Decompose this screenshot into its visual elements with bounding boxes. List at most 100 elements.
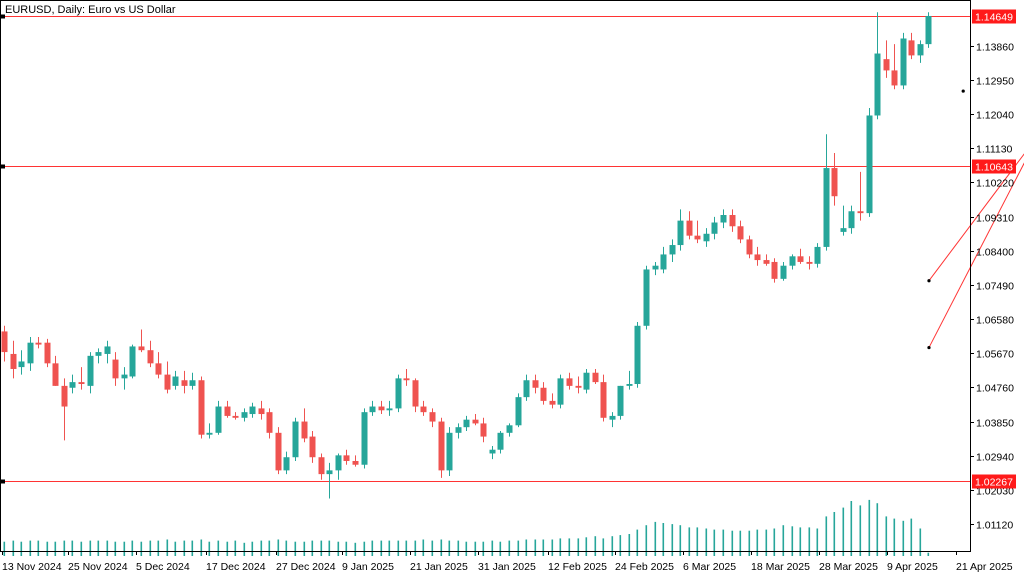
candle-body xyxy=(318,457,325,475)
volume-bar xyxy=(525,539,528,556)
level-anchor-marker xyxy=(1,479,5,484)
volume-bar xyxy=(645,525,648,556)
trend-line xyxy=(928,153,1024,282)
volume-bar xyxy=(166,539,169,556)
volume-bar xyxy=(140,541,143,556)
volume-bar xyxy=(679,525,682,556)
volume-bar xyxy=(465,541,468,556)
trend-line-anchor xyxy=(961,89,965,93)
x-tick-label: 31 Jan 2025 xyxy=(478,561,536,573)
candle-body xyxy=(703,233,710,242)
volume-bar xyxy=(157,540,160,556)
candle-body xyxy=(361,412,368,465)
volume-bar xyxy=(876,503,879,556)
x-tick-label: 21 Apr 2025 xyxy=(956,561,1013,573)
candle-body xyxy=(857,211,864,214)
candle-body xyxy=(215,406,222,433)
volume-bar xyxy=(756,529,759,556)
candle-body xyxy=(292,421,299,458)
volume-bar xyxy=(191,540,194,556)
candle-body xyxy=(69,382,76,388)
x-tick-label: 24 Feb 2025 xyxy=(615,561,674,573)
candle-body xyxy=(189,380,196,386)
candle-body xyxy=(44,342,51,364)
volume-bar xyxy=(217,540,220,556)
candle-body xyxy=(249,406,256,415)
volume-bar xyxy=(12,540,15,556)
candle-body xyxy=(18,361,25,368)
volume-bar xyxy=(54,541,57,556)
candle-body xyxy=(917,44,924,56)
volume-bar xyxy=(226,541,229,556)
candle-body xyxy=(789,256,796,266)
level-price-label: 1.02267 xyxy=(975,477,1013,489)
candle-body xyxy=(771,261,778,279)
x-tick-label: 9 Apr 2025 xyxy=(887,561,938,573)
x-tick-label: 6 Mar 2025 xyxy=(683,561,736,573)
candle-body xyxy=(831,168,838,197)
volume-bar xyxy=(739,530,742,556)
volume-bar xyxy=(46,541,49,556)
volume-bar xyxy=(893,518,896,556)
volume-bar xyxy=(277,539,280,556)
candle-body xyxy=(737,226,744,240)
candle-body xyxy=(112,359,119,379)
volume-bar xyxy=(174,541,177,556)
candle-body xyxy=(617,385,624,416)
candle-body xyxy=(1,331,8,353)
volume-bar xyxy=(200,539,203,556)
y-tick-label: 1.01120 xyxy=(976,520,1013,532)
volume-bar xyxy=(285,540,288,556)
volume-bar xyxy=(29,540,32,556)
volume-bar xyxy=(268,540,271,556)
level-price-badge xyxy=(972,159,1016,174)
volume-bar xyxy=(577,538,580,556)
volume-bar xyxy=(808,527,811,556)
x-tick-label: 9 Jan 2025 xyxy=(342,561,394,573)
candle-body xyxy=(506,425,513,433)
volume-bar xyxy=(902,520,905,556)
candle-body xyxy=(335,455,342,471)
candle-body xyxy=(848,211,855,229)
candle-body xyxy=(52,363,59,386)
candle-body xyxy=(754,254,761,261)
volume-bar xyxy=(859,505,862,556)
candle-body xyxy=(532,380,539,388)
volume-bar xyxy=(696,527,699,556)
volume-bar xyxy=(371,540,374,556)
candle-body xyxy=(164,374,171,390)
volume-bar xyxy=(542,539,545,556)
candle-body xyxy=(369,406,376,413)
y-tick-label: 1.06580 xyxy=(976,315,1014,327)
candle-body xyxy=(395,378,402,409)
candle-body xyxy=(95,352,102,356)
candle-body xyxy=(660,254,667,270)
candle-body xyxy=(729,215,736,227)
plot-border xyxy=(0,0,971,552)
candle-body xyxy=(61,385,68,407)
volume-bar xyxy=(234,540,237,556)
candle-body xyxy=(138,346,145,351)
volume-bar xyxy=(405,540,408,556)
candle-body xyxy=(420,406,427,413)
volume-bar xyxy=(354,542,357,556)
y-tick-label: 1.09310 xyxy=(976,213,1014,225)
volume-bar xyxy=(311,540,314,556)
y-tick-label: 1.02940 xyxy=(976,452,1014,464)
volume-bar xyxy=(251,541,254,556)
candle-body xyxy=(147,350,154,364)
candle-body xyxy=(155,363,162,375)
volume-bar xyxy=(791,526,794,556)
volume-bar xyxy=(388,540,391,556)
candle-body xyxy=(891,70,898,86)
candle-body xyxy=(900,38,907,86)
volume-bar xyxy=(662,523,665,556)
candle-body xyxy=(823,168,830,247)
y-tick-label: 1.11130 xyxy=(976,144,1013,156)
volume-bar xyxy=(63,540,66,556)
candle-body xyxy=(258,408,265,415)
candle-body xyxy=(814,246,821,264)
volume-bar xyxy=(89,540,92,556)
candle-body xyxy=(626,383,633,386)
candle-body xyxy=(523,380,530,398)
